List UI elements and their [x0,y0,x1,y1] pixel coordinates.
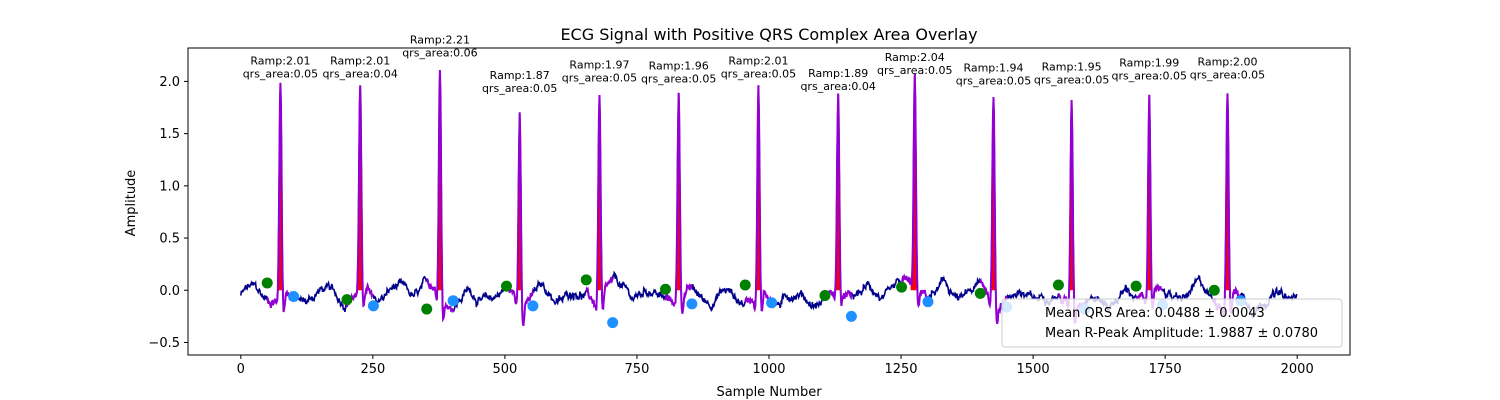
qrs-area-annotation-8: qrs_area:0.05 [877,64,952,77]
qrs-segment-5 [664,92,693,314]
qrs-segment-2 [426,70,455,323]
ramp-annotation-8: Ramp:2.04 [885,51,945,64]
x-tick-label-3: 750 [625,362,650,377]
qrs-area-annotation-6: qrs_area:0.05 [721,67,796,80]
ramp-annotation-9: Ramp:1.94 [963,62,1023,75]
y-tick-label-3: 1.0 [159,179,180,194]
qrs-onset-marker-11 [1130,280,1142,292]
legend-box [1001,298,1343,348]
qrs-offset-marker-5 [686,298,698,310]
qrs-area-annotation-7: qrs_area:0.04 [800,80,875,93]
qrs-area-fill-4 [595,95,604,291]
qrs-offset-marker-7 [845,310,857,322]
qrs-area-annotation-9: qrs_area:0.05 [956,75,1031,88]
qrs-area-annotation-4: qrs_area:0.05 [562,72,637,85]
chart-title: ECG Signal with Positive QRS Complex Are… [560,25,977,44]
qrs-segment-7 [824,93,853,307]
y-tick-label-5: 2.0 [159,75,180,90]
x-tick-label-8: 2000 [1281,362,1314,377]
qrs-onset-marker-12 [1208,284,1220,296]
qrs-segment-11 [1135,94,1163,310]
qrs-offset-marker-8 [922,296,934,308]
legend-entry-1: Mean R-Peak Amplitude: 1.9887 ± 0.0780 [1045,326,1318,341]
qrs-segment-4 [585,94,614,311]
qrs-area-annotation-0: qrs_area:0.05 [243,67,318,80]
qrs-onset-marker-2 [421,303,433,315]
qrs-area-annotation-5: qrs_area:0.05 [641,73,716,86]
qrs-area-annotation-10: qrs_area:0.05 [1034,74,1109,87]
y-tick-label-1: 0.0 [159,284,180,299]
qrs-onset-marker-3 [500,280,512,292]
qrs-area-fill-0 [276,82,285,291]
x-tick-label-5: 1250 [884,362,917,377]
y-tick-label-0: −0.5 [148,336,180,351]
y-tick-label-2: 0.5 [159,232,180,247]
x-axis-label: Sample Number [716,385,822,400]
ramp-annotation-4: Ramp:1.97 [569,59,629,72]
qrs-offset-marker-1 [367,300,379,312]
y-tick-label-4: 1.5 [159,127,180,142]
qrs-segment-6 [744,85,773,313]
qrs-offset-marker-4 [607,317,619,329]
ramp-annotation-7: Ramp:1.89 [808,67,868,80]
qrs-onset-marker-9 [974,287,986,299]
y-axis-label: Amplitude [124,170,139,237]
qrs-offset-marker-3 [527,300,539,312]
qrs-area-fill-2 [435,70,445,291]
ramp-annotation-12: Ramp:2.00 [1197,55,1257,68]
qrs-area-fill-11 [1145,94,1154,291]
qrs-offset-marker-0 [288,291,300,303]
qrs-offset-marker-6 [766,297,778,309]
qrs-area-fill-12 [1223,93,1232,291]
ramp-annotation-0: Ramp:2.01 [250,54,310,67]
ramp-annotation-1: Ramp:2.01 [330,54,390,67]
qrs-area-fill-5 [674,92,683,291]
qrs-onset-marker-7 [819,289,831,301]
qrs-onset-marker-0 [261,277,273,289]
qrs-area-annotation-12: qrs_area:0.05 [1190,68,1265,81]
qrs-offset-marker-2 [447,295,459,307]
qrs-area-annotation-1: qrs_area:0.04 [322,67,397,80]
qrs-area-fill-7 [834,93,843,291]
qrs-area-fill-9 [989,97,998,291]
qrs-area-fill-6 [754,85,763,291]
qrs-onset-marker-4 [580,274,592,286]
ramp-annotation-2: Ramp:2.21 [410,33,470,46]
plot-area: Ramp:2.01qrs_area:0.05Ramp:2.01qrs_area:… [148,33,1351,377]
qrs-area-annotation-2: qrs_area:0.06 [402,46,477,59]
x-tick-label-0: 0 [237,362,245,377]
qrs-area-fill-8 [910,73,919,291]
ramp-annotation-3: Ramp:1.87 [490,69,550,82]
qrs-onset-marker-5 [659,283,671,295]
qrs-area-annotation-3: qrs_area:0.05 [482,82,557,95]
qrs-area-fill-1 [356,85,365,291]
ramp-annotation-10: Ramp:1.95 [1042,61,1102,74]
qrs-area-fill-10 [1067,100,1076,291]
x-tick-label-7: 1750 [1149,362,1182,377]
x-tick-label-2: 500 [492,362,517,377]
qrs-area-annotation-11: qrs_area:0.05 [1112,69,1187,82]
qrs-segment-3 [505,112,534,327]
qrs-segment-8 [901,73,929,309]
qrs-onset-marker-6 [739,279,751,291]
x-tick-label-4: 1000 [752,362,785,377]
ramp-annotation-11: Ramp:1.99 [1119,56,1179,69]
qrs-area-fill-3 [515,112,524,291]
x-tick-label-6: 1500 [1017,362,1050,377]
ramp-annotation-6: Ramp:2.01 [728,54,788,67]
qrs-onset-marker-1 [341,294,353,306]
qrs-onset-marker-8 [896,281,908,293]
qrs-onset-marker-10 [1052,279,1064,291]
ramp-annotation-5: Ramp:1.96 [649,60,709,73]
x-tick-label-1: 250 [360,362,385,377]
legend-entry-0: Mean QRS Area: 0.0488 ± 0.0043 [1045,306,1265,321]
